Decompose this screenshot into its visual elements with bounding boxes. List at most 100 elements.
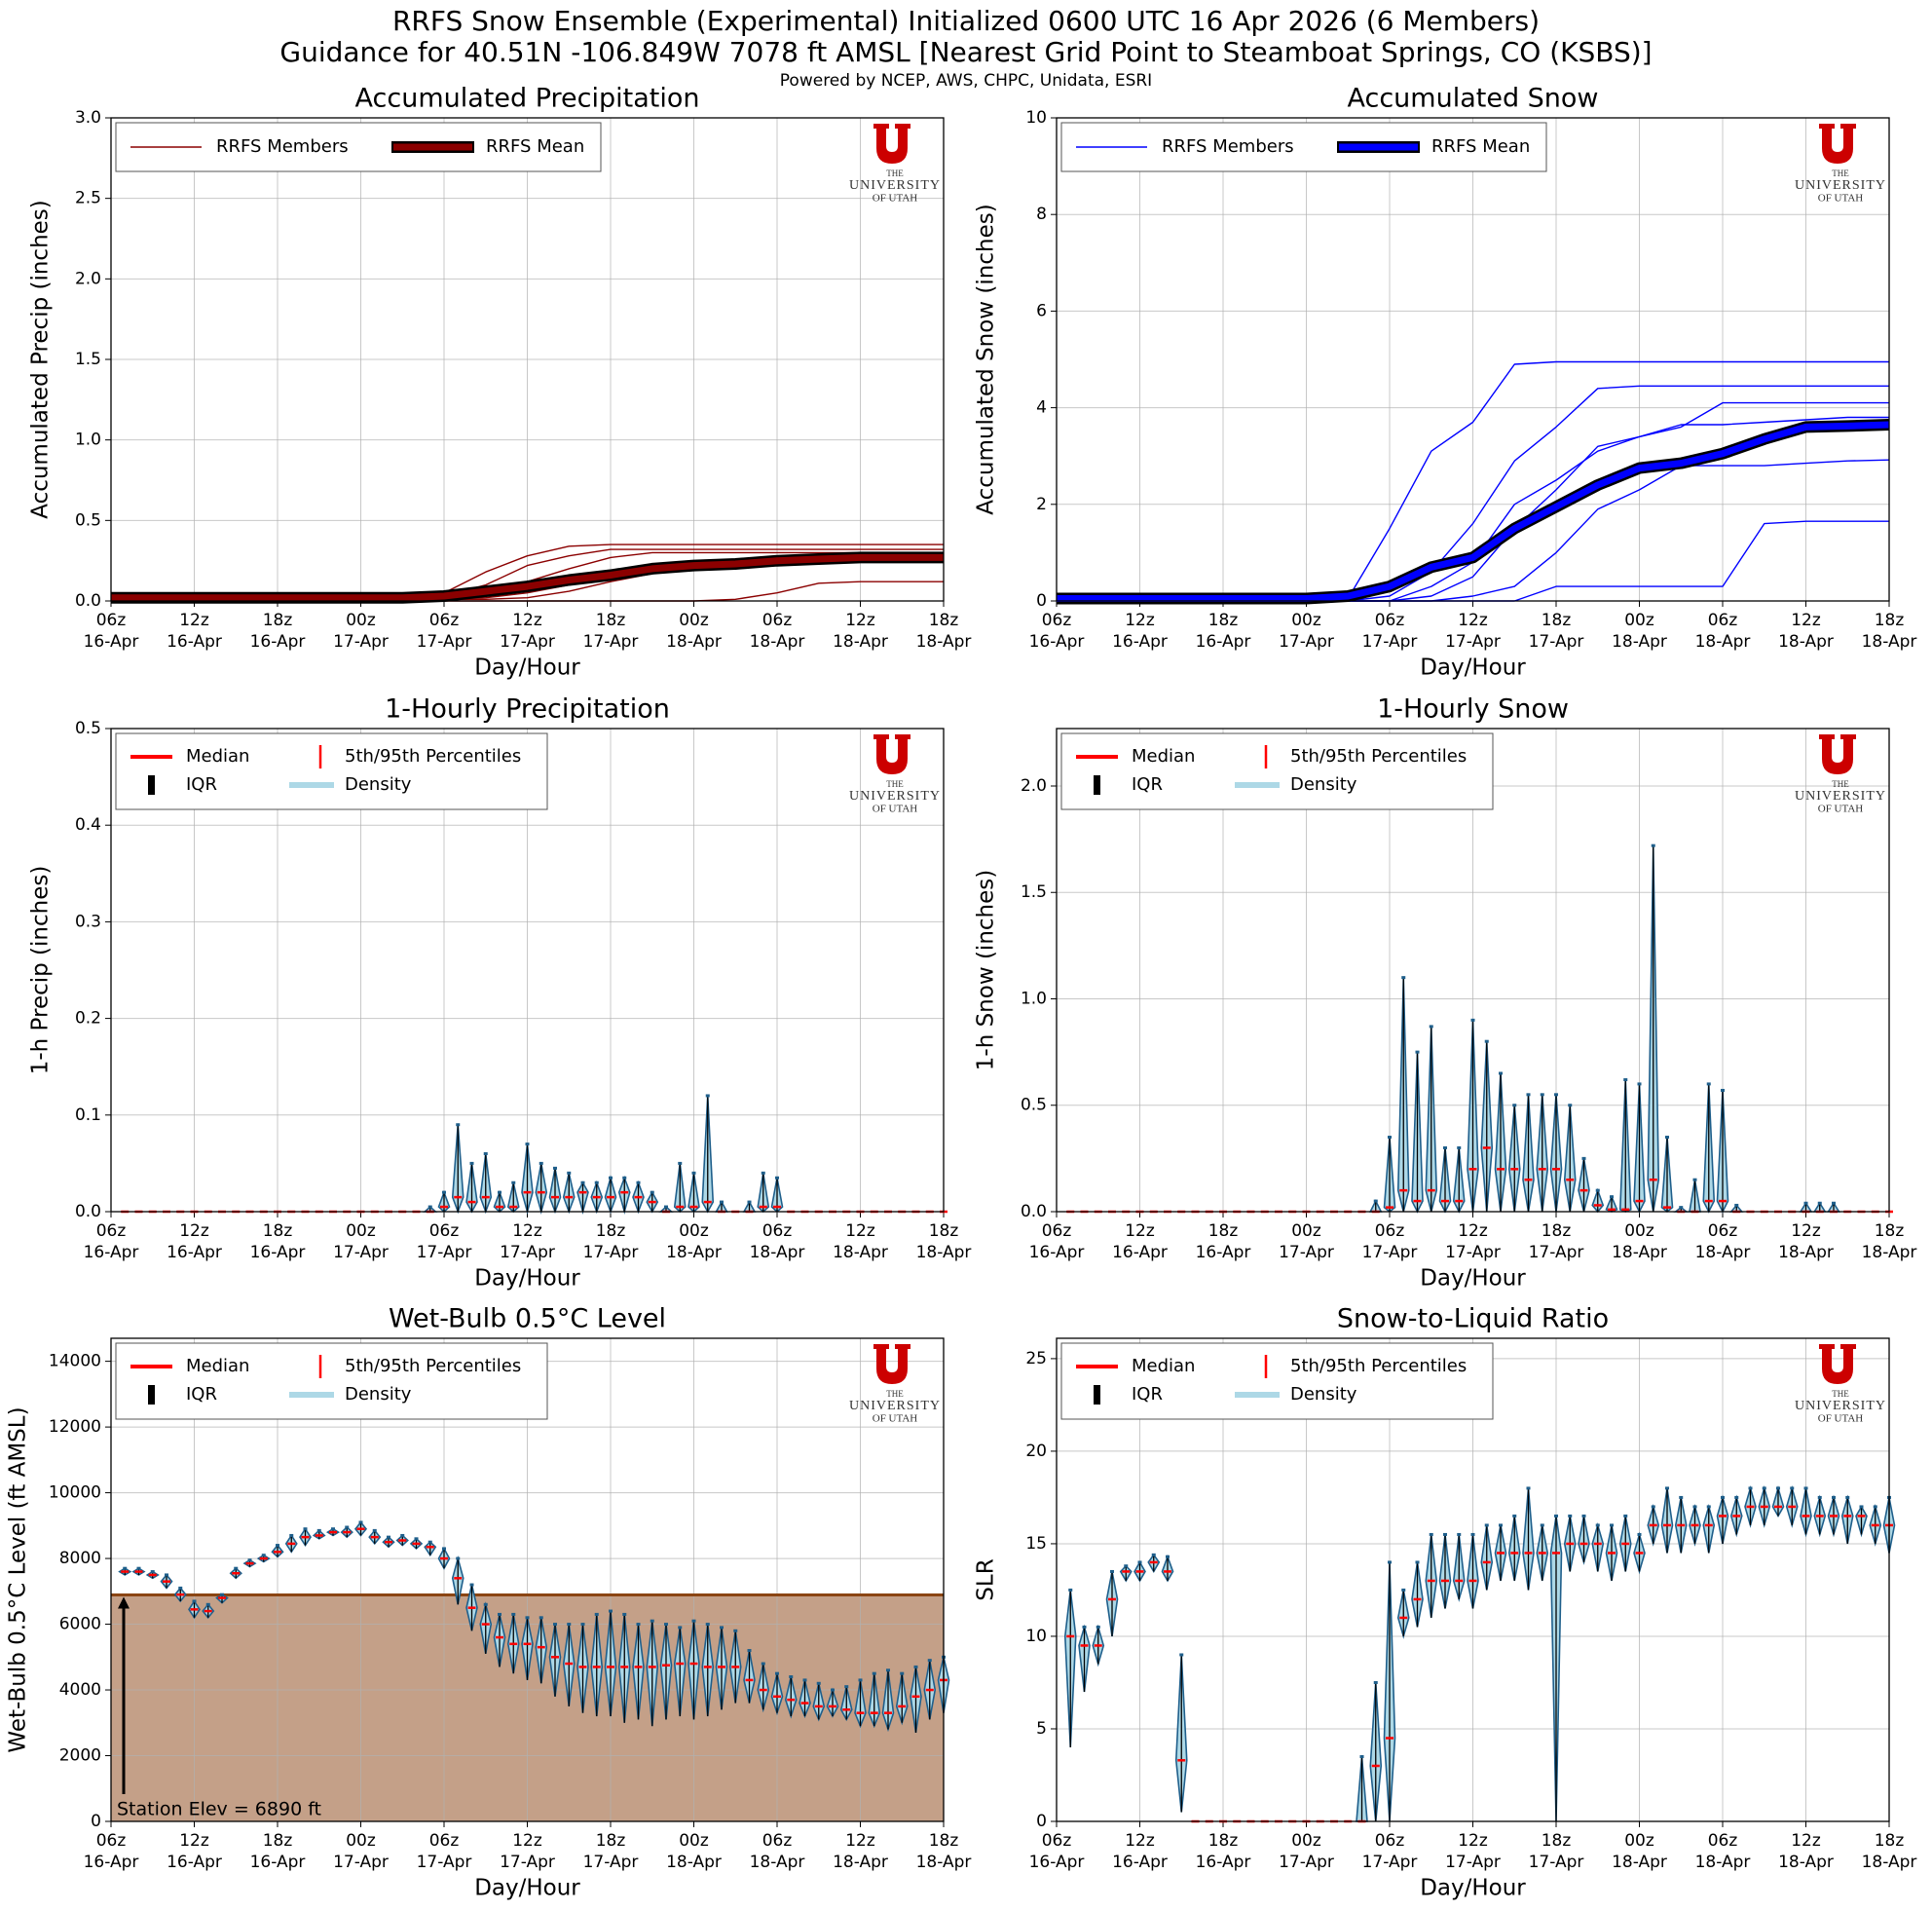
y-tick-label: 1.5 bbox=[75, 350, 101, 369]
x-tick-label: 18z bbox=[929, 1831, 959, 1851]
x-tick-label: 06z bbox=[429, 611, 460, 630]
x-tick-label: 18-Apr bbox=[750, 1853, 805, 1872]
x-axis-label: Day/Hour bbox=[474, 1876, 580, 1901]
y-axis-label: Wet-Bulb 0.5°C Level (ft AMSL) bbox=[6, 1406, 31, 1752]
x-tick-label: 17-Apr bbox=[1279, 1853, 1334, 1872]
logo-mark bbox=[1819, 124, 1856, 164]
x-tick-label: 12z bbox=[1791, 1831, 1821, 1851]
x-tick-label: 12z bbox=[179, 1831, 209, 1851]
x-tick-label: 16-Apr bbox=[1196, 1853, 1251, 1872]
x-tick-label: 16-Apr bbox=[1029, 1243, 1085, 1262]
y-tick-label: 8000 bbox=[59, 1549, 101, 1568]
y-tick-label: 0.3 bbox=[75, 912, 101, 931]
x-tick-label: 06z bbox=[429, 1221, 460, 1241]
x-tick-label: 18z bbox=[929, 1221, 959, 1241]
x-tick-label: 18-Apr bbox=[1612, 632, 1667, 652]
x-tick-label: 06z bbox=[1708, 1831, 1738, 1851]
x-tick-label: 18z bbox=[1208, 611, 1239, 630]
x-tick-label: 00z bbox=[346, 611, 376, 630]
logo-text: OF UTAH bbox=[1818, 1413, 1864, 1425]
x-tick-label: 16-Apr bbox=[1196, 1243, 1251, 1262]
y-axis-label: Accumulated Snow (inches) bbox=[974, 204, 999, 514]
panel-title: Accumulated Snow bbox=[1347, 84, 1598, 114]
y-tick-label: 2.0 bbox=[75, 269, 101, 288]
x-tick-label: 12z bbox=[1458, 611, 1488, 630]
y-tick-label: 14000 bbox=[49, 1352, 101, 1371]
x-tick-label: 18-Apr bbox=[833, 1243, 888, 1262]
x-tick-label: 16-Apr bbox=[1029, 1853, 1085, 1872]
x-tick-label: 17-Apr bbox=[333, 632, 389, 652]
x-tick-label: 18z bbox=[1542, 1221, 1572, 1241]
legend-label: Density bbox=[1290, 1384, 1357, 1405]
x-tick-label: 06z bbox=[762, 611, 793, 630]
x-axis-label: Day/Hour bbox=[1420, 1266, 1526, 1292]
y-tick-label: 0 bbox=[1036, 1812, 1047, 1831]
panel-title: 1-Hourly Precipitation bbox=[385, 694, 670, 725]
x-tick-label: 16-Apr bbox=[1196, 632, 1251, 652]
y-axis-label: 1-h Snow (inches) bbox=[974, 870, 999, 1070]
legend-label: Density bbox=[1290, 774, 1357, 795]
x-tick-label: 18-Apr bbox=[1695, 1853, 1751, 1872]
x-tick-label: 17-Apr bbox=[1445, 1853, 1501, 1872]
x-tick-label: 18-Apr bbox=[750, 1243, 805, 1262]
x-tick-label: 12z bbox=[1125, 1221, 1155, 1241]
x-axis-label: Day/Hour bbox=[1420, 1876, 1526, 1901]
logo-text: UNIVERSITY bbox=[849, 1399, 941, 1413]
legend-label: Median bbox=[1132, 1356, 1195, 1376]
x-tick-label: 06z bbox=[1042, 1221, 1072, 1241]
x-tick-label: 16-Apr bbox=[1112, 1853, 1168, 1872]
y-tick-label: 1.5 bbox=[1021, 882, 1047, 902]
x-tick-label: 17-Apr bbox=[1445, 632, 1501, 652]
legend-label: Median bbox=[1132, 746, 1195, 767]
x-tick-label: 17-Apr bbox=[1445, 1243, 1501, 1262]
y-tick-label: 1.0 bbox=[1021, 989, 1047, 1008]
x-tick-label: 00z bbox=[346, 1221, 376, 1241]
legend-box bbox=[1060, 1342, 1494, 1420]
x-tick-label: 16-Apr bbox=[167, 1243, 222, 1262]
legend-label: IQR bbox=[1132, 774, 1163, 795]
x-tick-label: 00z bbox=[1291, 1831, 1321, 1851]
y-tick-label: 0.0 bbox=[75, 591, 101, 611]
y-tick-label: 6 bbox=[1036, 301, 1047, 320]
logo-text: UNIVERSITY bbox=[1795, 789, 1886, 804]
x-tick-label: 12z bbox=[1458, 1221, 1488, 1241]
x-axis-label: Day/Hour bbox=[474, 1266, 580, 1292]
logo-text: UNIVERSITY bbox=[849, 178, 941, 193]
x-tick-label: 00z bbox=[346, 1831, 376, 1851]
x-tick-label: 06z bbox=[1042, 611, 1072, 630]
x-tick-label: 18-Apr bbox=[1862, 1243, 1917, 1262]
y-axis-label: SLR bbox=[974, 1558, 999, 1600]
x-tick-label: 17-Apr bbox=[1362, 632, 1418, 652]
x-tick-label: 16-Apr bbox=[167, 632, 222, 652]
x-tick-label: 12z bbox=[1791, 1221, 1821, 1241]
y-tick-label: 20 bbox=[1025, 1442, 1047, 1461]
x-tick-label: 00z bbox=[679, 611, 709, 630]
x-tick-label: 06z bbox=[762, 1221, 793, 1241]
legend-label: RRFS Members bbox=[1162, 136, 1294, 157]
x-tick-label: 17-Apr bbox=[500, 1243, 555, 1262]
credit: Powered by NCEP, AWS, CHPC, Unidata, ESR… bbox=[780, 71, 1152, 91]
logo-text: THE bbox=[886, 169, 904, 178]
x-tick-label: 16-Apr bbox=[250, 1853, 306, 1872]
panel: Accumulated Snow 0 2 4 6 8 10 06z 16-Apr 12z 16-Ap… bbox=[974, 84, 1917, 681]
legend-label: Density bbox=[345, 774, 412, 795]
logo-mark bbox=[873, 1344, 910, 1384]
x-tick-label: 06z bbox=[1375, 1831, 1405, 1851]
y-tick-label: 10000 bbox=[49, 1483, 101, 1503]
x-tick-label: 18-Apr bbox=[666, 1243, 722, 1262]
x-tick-label: 06z bbox=[1375, 1221, 1405, 1241]
plot-frame bbox=[110, 1337, 945, 1822]
x-tick-label: 16-Apr bbox=[167, 1853, 222, 1872]
x-tick-label: 00z bbox=[1624, 1831, 1654, 1851]
logo-text: THE bbox=[1832, 169, 1849, 178]
y-tick-label: 2000 bbox=[59, 1746, 101, 1766]
x-tick-label: 18z bbox=[596, 1831, 626, 1851]
y-tick-label: 0.5 bbox=[75, 510, 101, 530]
x-tick-label: 18-Apr bbox=[1778, 1243, 1834, 1262]
logo-text: OF UTAH bbox=[873, 193, 918, 205]
x-tick-label: 17-Apr bbox=[417, 1853, 472, 1872]
panel-title: 1-Hourly Snow bbox=[1377, 694, 1569, 725]
x-tick-label: 18-Apr bbox=[1778, 1853, 1834, 1872]
x-tick-label: 12z bbox=[179, 1221, 209, 1241]
y-tick-label: 0.5 bbox=[1021, 1096, 1047, 1115]
